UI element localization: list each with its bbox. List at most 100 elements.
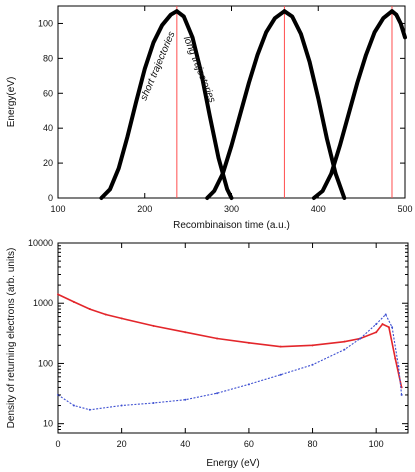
trajectory-point bbox=[338, 144, 342, 148]
trajectory-point bbox=[169, 13, 173, 17]
trajectory-point bbox=[212, 189, 216, 193]
red-density-point bbox=[216, 337, 219, 340]
trajectory-point bbox=[273, 16, 277, 20]
y-tick-label: 20 bbox=[43, 158, 53, 168]
trajectory-point bbox=[307, 60, 312, 64]
x-tick-label: 60 bbox=[244, 439, 254, 449]
trajectory-point bbox=[117, 166, 121, 170]
red-density-point bbox=[394, 357, 397, 360]
x-tick-label: 200 bbox=[137, 204, 152, 214]
blue-density-point bbox=[216, 392, 219, 395]
trajectory-point bbox=[299, 32, 303, 36]
trajectory-point bbox=[320, 189, 325, 193]
blue-density-point bbox=[152, 402, 155, 405]
x-tick-label: 100 bbox=[50, 204, 65, 214]
blue-density-point bbox=[184, 398, 187, 401]
blue-density-point bbox=[343, 348, 346, 351]
trajectory-point bbox=[160, 23, 164, 27]
y-tick-label: 10 bbox=[43, 419, 53, 429]
trajectory-series bbox=[205, 9, 287, 200]
red-density-point bbox=[375, 331, 378, 334]
trajectory-point bbox=[334, 171, 338, 176]
trajectory-point bbox=[221, 171, 225, 176]
trajectory-point bbox=[312, 196, 316, 200]
trajectory-point bbox=[394, 13, 398, 17]
red-density-point bbox=[120, 317, 123, 320]
trajectory-point bbox=[208, 114, 212, 118]
y-tick-label: 10000 bbox=[28, 238, 53, 248]
trajectory-point bbox=[151, 41, 156, 45]
red-density-point bbox=[279, 345, 282, 348]
red-density-point bbox=[381, 323, 384, 326]
trajectory-point bbox=[143, 67, 147, 71]
trajectory-point bbox=[316, 96, 320, 101]
x-tick-label: 0 bbox=[55, 439, 60, 449]
red-density-point bbox=[104, 313, 107, 316]
red-density-point bbox=[247, 341, 250, 344]
trajectory-point bbox=[229, 144, 234, 148]
trajectory-point bbox=[238, 112, 242, 116]
trajectory-point bbox=[134, 100, 138, 104]
red-density-series bbox=[57, 293, 403, 388]
blue-density-point bbox=[72, 404, 75, 407]
x-tick-label: 20 bbox=[117, 439, 127, 449]
x-tick-label: 300 bbox=[224, 204, 239, 214]
red-density-point bbox=[311, 344, 314, 347]
trajectory-series bbox=[174, 9, 234, 200]
trajectory-point bbox=[290, 14, 294, 19]
trajectory-point bbox=[255, 53, 260, 57]
trajectory-point bbox=[329, 171, 333, 176]
red-density-point bbox=[184, 331, 187, 334]
trajectory-point bbox=[190, 35, 195, 40]
blue-density-series bbox=[57, 313, 403, 411]
plot-frame bbox=[57, 242, 409, 434]
trajectory-point bbox=[264, 30, 268, 34]
blue-density-point bbox=[311, 363, 314, 366]
trajectory-point bbox=[216, 156, 221, 160]
trajectory-point bbox=[373, 30, 377, 34]
red-density-point bbox=[72, 300, 75, 303]
trajectory-series bbox=[390, 9, 407, 40]
red-density-point bbox=[343, 340, 346, 343]
trajectory-point bbox=[182, 14, 186, 19]
blue-density-point bbox=[247, 383, 250, 386]
blue-density-point bbox=[391, 326, 394, 329]
trajectory-point bbox=[342, 196, 346, 200]
x-tick-label: 80 bbox=[308, 439, 318, 449]
blue-density-point bbox=[279, 373, 282, 376]
trajectory-series bbox=[311, 9, 394, 200]
trajectory-point bbox=[205, 196, 209, 200]
x-tick-label: 40 bbox=[180, 439, 190, 449]
y-tick-label: 1000 bbox=[33, 298, 53, 308]
trajectory-point bbox=[108, 187, 112, 191]
annotation-long-trajectories: long trajectories bbox=[181, 35, 218, 105]
blue-density-point bbox=[375, 323, 378, 326]
trajectory-point bbox=[364, 53, 368, 57]
trajectory-series bbox=[282, 9, 347, 200]
trajectory-point bbox=[355, 81, 359, 85]
top-panel: 100 200 300 400 500 0 20 40 60 80 100 Recombinaison… bbox=[6, 5, 413, 231]
x-tick-label: 400 bbox=[311, 204, 326, 214]
y-tick-label: 40 bbox=[43, 123, 53, 133]
y-tick-label: 100 bbox=[38, 358, 53, 368]
trajectory-point bbox=[403, 35, 407, 40]
y-axis-label: Energy(eV) bbox=[6, 77, 17, 128]
blue-density-point bbox=[88, 408, 91, 411]
red-density-point bbox=[57, 293, 59, 296]
trajectory-point bbox=[390, 9, 394, 13]
trajectory-point bbox=[282, 9, 287, 13]
x-axis-label: Energy (eV) bbox=[206, 458, 259, 469]
x-axis-label: Recombinaison time (a.u.) bbox=[173, 220, 290, 231]
blue-density-point bbox=[120, 404, 123, 407]
trajectory-point bbox=[247, 81, 251, 85]
trajectory-point bbox=[199, 70, 203, 74]
trajectory-point bbox=[125, 135, 129, 139]
blue-density-point bbox=[397, 365, 400, 368]
trajectory-point bbox=[381, 16, 385, 20]
trajectory-point bbox=[347, 112, 351, 116]
y-axis-label: Density of returning electrons (arb. uni… bbox=[6, 248, 17, 429]
red-density-point bbox=[88, 308, 91, 311]
blue-density-point bbox=[384, 313, 387, 316]
x-tick-label: 100 bbox=[369, 439, 384, 449]
trajectory-point bbox=[225, 187, 229, 191]
